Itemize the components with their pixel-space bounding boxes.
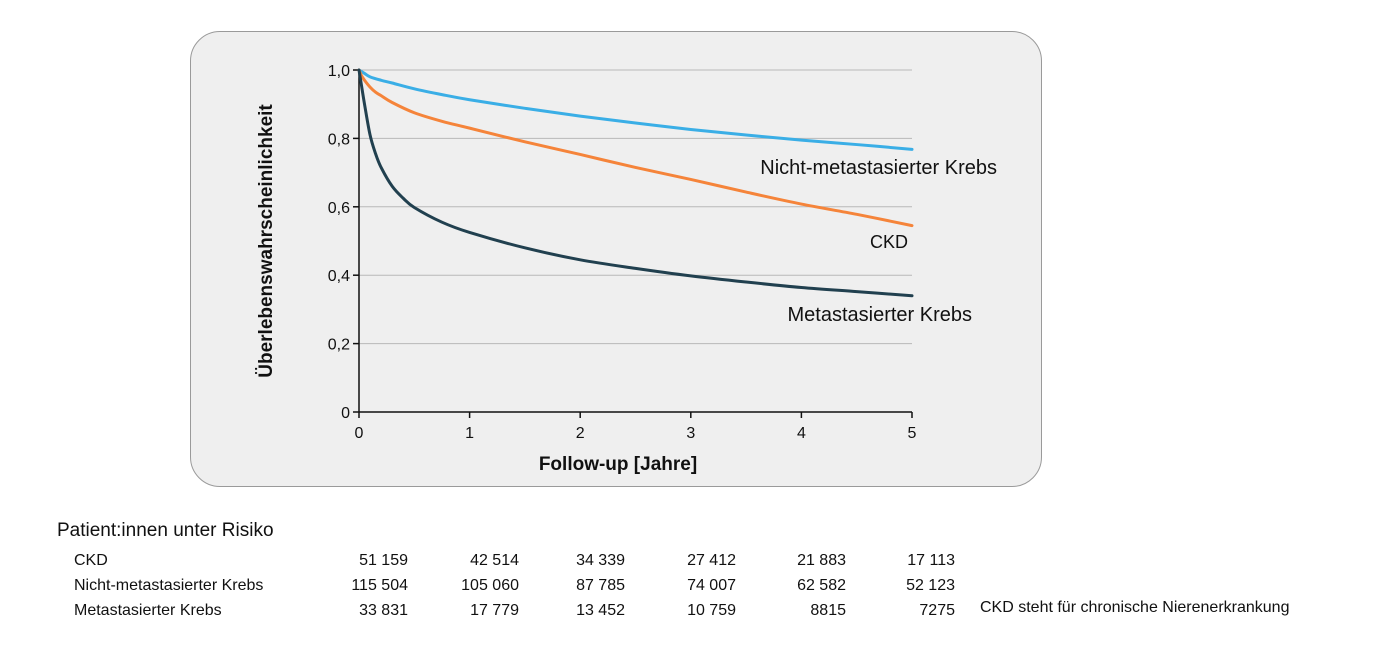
table-cell: 74 007 [687,576,736,594]
series-label-ckd: CKD [870,232,908,252]
table-cell: 51 159 [359,551,408,569]
risk-table-title: Patient:innen unter Risiko [57,520,274,541]
table-cell: 115 504 [351,576,408,594]
axes [353,69,913,418]
table-cell: 87 785 [576,576,625,594]
table-cell: 17 779 [470,601,519,619]
table-cell: 21 883 [797,551,846,569]
y-tick-label: 0,8 [328,131,350,148]
y-tick-label: 0,2 [328,337,350,354]
table-cell: 52 123 [906,576,955,594]
table-cell: 105 060 [461,576,519,594]
x-tick-label: 4 [797,425,806,442]
y-tick-label: 0 [341,405,350,422]
table-cell: 33 831 [359,601,408,619]
x-tick-label: 0 [355,425,364,442]
table-cell: 8815 [810,601,846,619]
table-cell: 13 452 [576,601,625,619]
table-row: CKD 51 159 42 514 34 339 27 412 21 883 1… [57,548,955,573]
x-tick-label: 5 [908,425,917,442]
row-label: Metastasierter Krebs [74,601,222,619]
x-tick-label: 1 [465,425,474,442]
gridlines [359,69,912,345]
y-tick-label: 0,6 [328,200,350,217]
y-tick-label: 1,0 [328,63,350,80]
series-lines [357,68,914,298]
series-label-metastatic: Metastasierter Krebs [787,304,972,326]
x-axis-title: Follow-up [Jahre] [539,454,697,475]
series-label-non-metastatic: Nicht-metastasierter Krebs [760,157,997,179]
table-cell: 27 412 [687,551,736,569]
series-line-metastatic [357,68,914,298]
table-cell: 34 339 [576,551,625,569]
x-tick-label: 2 [576,425,585,442]
table-cell: 17 113 [907,551,955,569]
table-cell: 62 582 [797,576,846,594]
table-cell: 42 514 [470,551,519,569]
x-tick-label: 3 [686,425,695,442]
table-row: Metastasierter Krebs 33 831 17 779 13 45… [57,598,955,623]
y-tick-label: 0,4 [328,268,350,285]
row-label: CKD [74,551,108,569]
footnote: CKD steht für chronische Nierenerkrankun… [980,599,1290,616]
chart-panel [190,31,1042,487]
table-row: Nicht-metastasierter Krebs 115 504 105 0… [57,573,955,598]
y-axis-title: Überlebenswahrscheinlichkeit [256,104,277,378]
risk-table: CKD 51 159 42 514 34 339 27 412 21 883 1… [57,548,955,623]
series-line-ckd [357,68,914,228]
series-line-non-metastatic [357,68,914,151]
row-label: Nicht-metastasierter Krebs [74,576,264,594]
table-cell: 7275 [919,601,955,619]
table-cell: 10 759 [687,601,736,619]
tick-labels: 0 0,2 0,4 0,6 0,8 1,0 0 1 2 3 4 5 [328,63,917,442]
